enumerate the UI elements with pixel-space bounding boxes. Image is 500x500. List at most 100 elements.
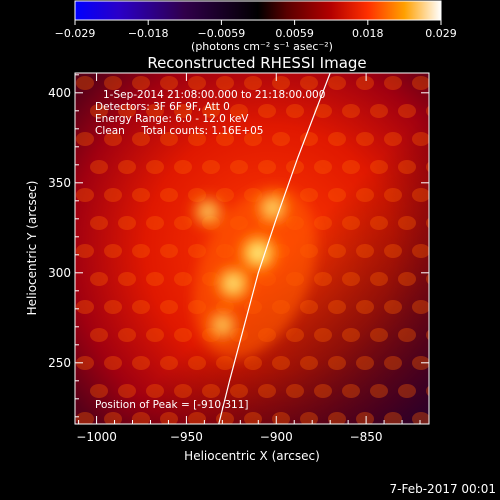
artifact-blob [342, 104, 360, 118]
artifact-blob [398, 104, 416, 118]
artifact-blob [104, 412, 122, 424]
emission-source [209, 259, 258, 308]
artifact-blob [426, 217, 429, 229]
artifact-blob [230, 160, 248, 174]
artifact-blob [174, 216, 192, 230]
artifact-blob [356, 300, 374, 314]
artifact-blob [202, 384, 220, 398]
artifact-blob [104, 244, 122, 258]
artifact-blob [314, 216, 332, 230]
artifact-blob [202, 104, 220, 118]
artifact-blob [90, 160, 108, 174]
artifact-blob [132, 300, 150, 314]
artifact-blob [328, 76, 346, 90]
colorbar-gradient [75, 1, 441, 20]
artifact-blob [230, 384, 248, 398]
artifact-blob [300, 300, 318, 314]
artifact-blob [426, 105, 429, 117]
artifact-blob [188, 132, 206, 146]
artifact-blob [314, 104, 332, 118]
info-clean-counts: Clean Total counts: 1.16E+05 [95, 125, 264, 137]
artifact-blob [328, 300, 346, 314]
artifact-blob [118, 104, 136, 118]
artifact-blob [160, 244, 178, 258]
emission-source [250, 186, 295, 230]
artifact-blob [104, 188, 122, 202]
plot-frame [74, 72, 430, 425]
footer-date: 7-Feb-2017 00:01 [390, 482, 496, 496]
artifact-blob [384, 76, 402, 90]
x-tick-label: −900 [260, 430, 293, 444]
rhessi-image [75, 73, 429, 424]
x-tick-label: −1000 [76, 430, 117, 444]
x-axis-ticks: −1000 −950 −900 −850 [76, 73, 421, 444]
artifact-blob [146, 384, 164, 398]
artifact-blob [188, 244, 206, 258]
artifact-blob [398, 328, 416, 342]
info-energy-range: Energy Range: 6.0 - 12.0 keV [95, 113, 249, 125]
y-tick-label: 300 [48, 266, 71, 280]
artifact-blob [300, 412, 318, 424]
artifact-blob [356, 356, 374, 370]
artifact-blob [272, 356, 290, 370]
artifact-blob [160, 132, 178, 146]
artifact-blob [104, 300, 122, 314]
colorbar-tick-label: 0.0059 [275, 27, 314, 40]
artifact-blob [118, 328, 136, 342]
artifact-blob [370, 384, 388, 398]
artifact-blob [356, 412, 374, 424]
artifact-blob [258, 160, 276, 174]
colorbar-tick-label: −0.0059 [198, 27, 246, 40]
artifact-blob [146, 104, 164, 118]
y-tick-label: 250 [48, 356, 71, 370]
colorbar-unit-label: (photons cm⁻² s⁻¹ asec⁻²) [191, 40, 333, 53]
artifact-blob [398, 272, 416, 286]
artifact-blob [286, 328, 304, 342]
peak-position-label: Position of Peak = [-910,311] [95, 399, 249, 411]
artifact-blob [384, 356, 402, 370]
emission-sources [187, 186, 316, 359]
artifact-blob [314, 328, 332, 342]
artifact-blob [90, 104, 108, 118]
artifact-blob [426, 273, 429, 285]
artifact-blob [300, 188, 318, 202]
artifact-blob [258, 104, 276, 118]
artifact-blob [412, 356, 429, 370]
artifact-blob [342, 328, 360, 342]
artifact-blob [370, 216, 388, 230]
artifact-blob [412, 300, 429, 314]
artifact-blob [314, 384, 332, 398]
artifact-blob [132, 188, 150, 202]
artifact-blob [328, 188, 346, 202]
colorbar-tick-label: 0.018 [352, 27, 384, 40]
artifact-blob [300, 356, 318, 370]
artifact-blob [118, 160, 136, 174]
y-axis-ticks: 250 300 350 400 [48, 74, 429, 418]
artifact-blob [188, 412, 206, 424]
artifact-blob [188, 76, 206, 90]
artifact-blob [174, 328, 192, 342]
artifact-blob [202, 160, 220, 174]
artifact-blob [398, 216, 416, 230]
artifact-blob [328, 356, 346, 370]
artifact-blob [216, 76, 234, 90]
artifact-blob [90, 272, 108, 286]
y-axis-label: Heliocentric Y (arcsec) [25, 181, 39, 316]
artifact-blob [244, 412, 262, 424]
artifact-blob [272, 132, 290, 146]
artifact-blob [272, 76, 290, 90]
artifact-blob [356, 188, 374, 202]
artifact-blob [132, 356, 150, 370]
artifact-blob [146, 216, 164, 230]
artifact-blob [104, 356, 122, 370]
artifact-blob [160, 188, 178, 202]
artifact-blob [426, 329, 429, 341]
colorbar-tick-label: 0.029 [425, 27, 457, 40]
colorbar-frame [74, 0, 442, 21]
x-tick-label: −950 [170, 430, 203, 444]
x-axis-label: Heliocentric X (arcsec) [184, 449, 320, 463]
artifact-blob [146, 328, 164, 342]
artifact-blob [216, 132, 234, 146]
artifact-blob [398, 160, 416, 174]
observation-info: 1-Sep-2014 21:08:00.000 to 21:18:00.000 … [95, 89, 325, 137]
